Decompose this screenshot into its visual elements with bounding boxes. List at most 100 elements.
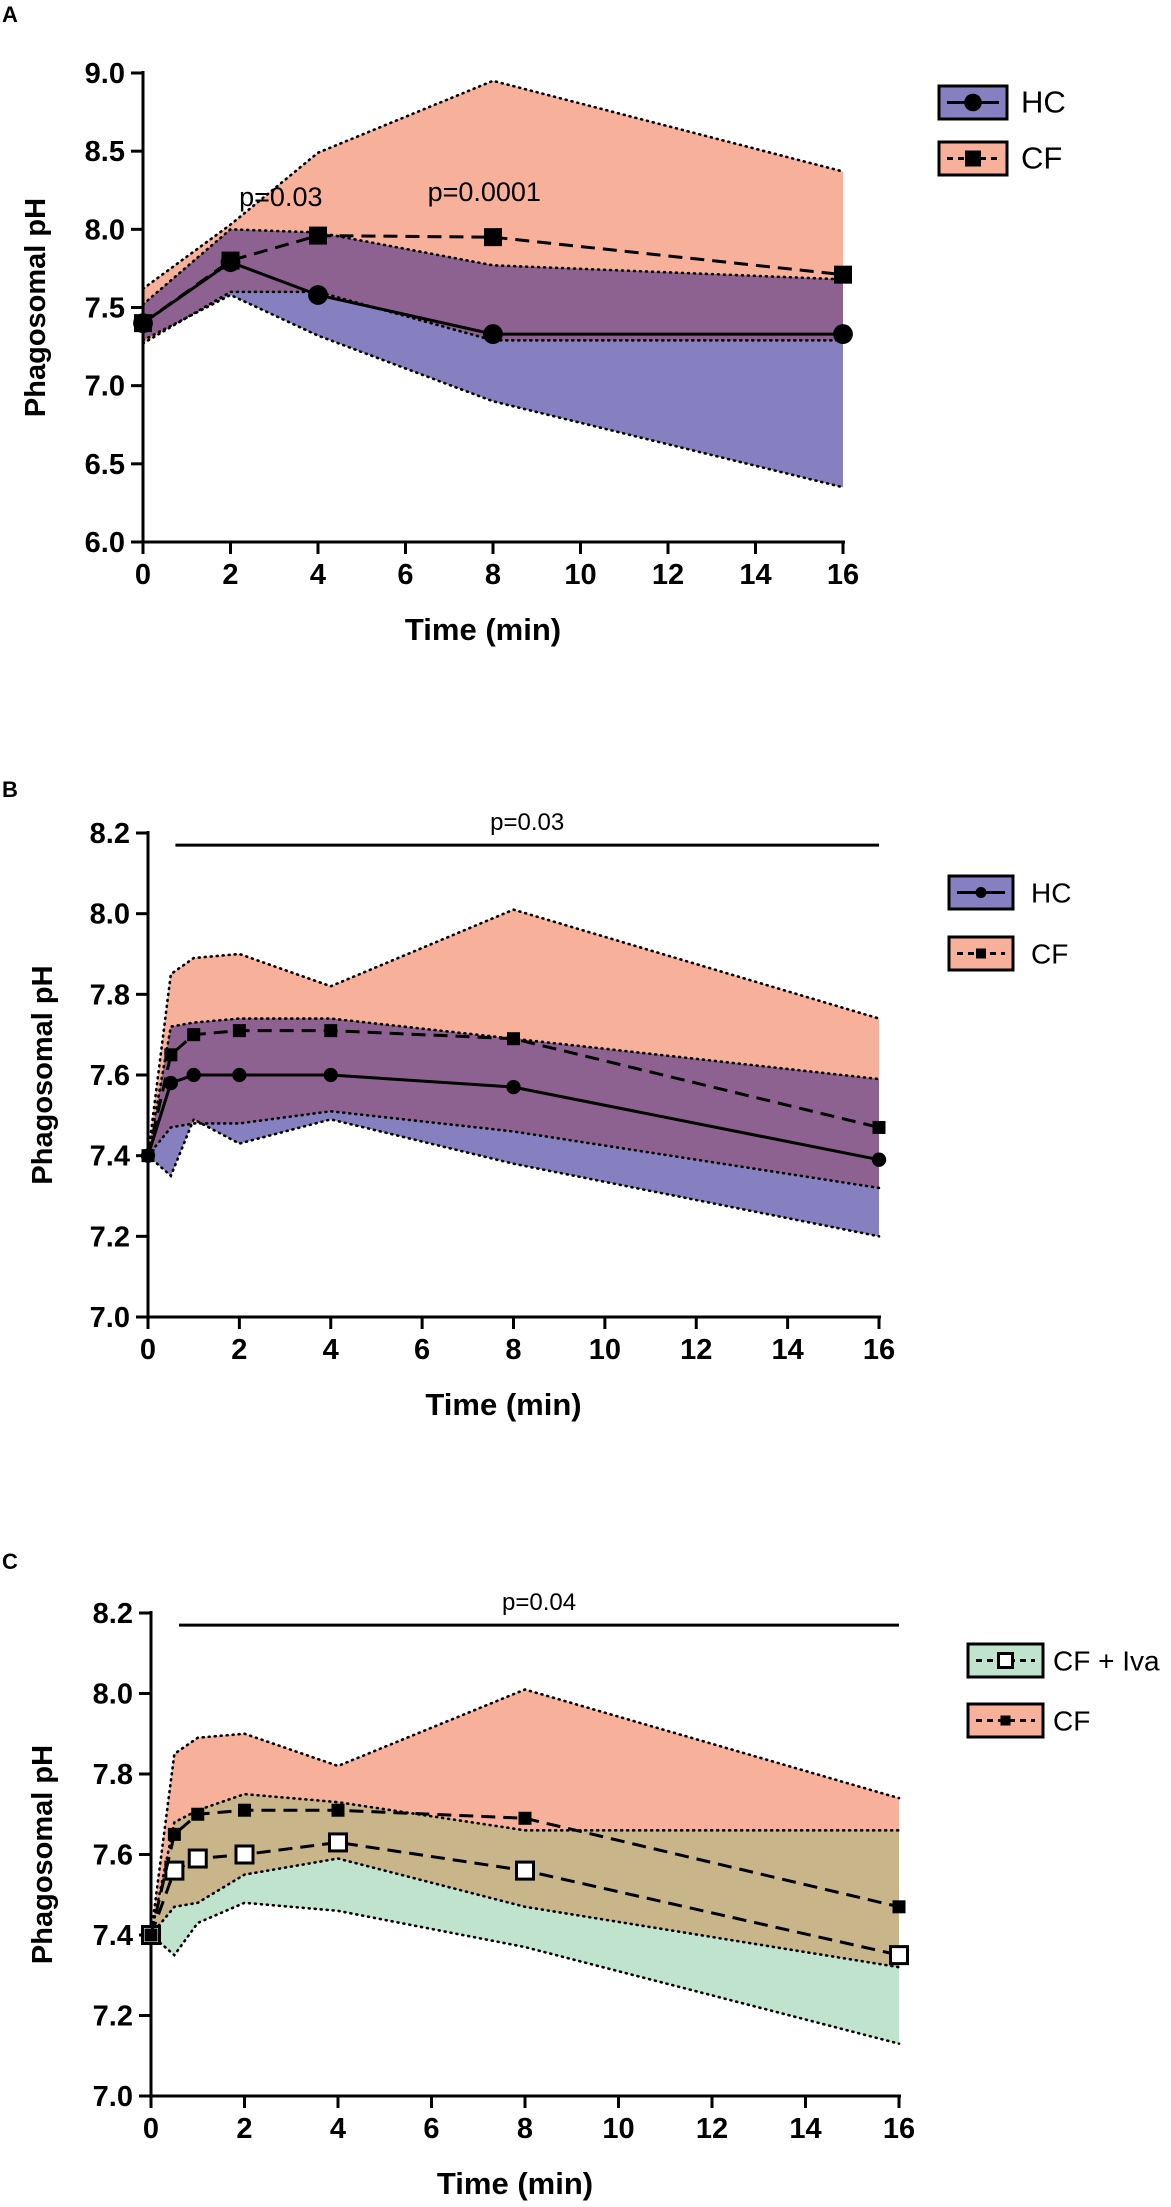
band-lower-border [149,1857,901,1969]
data-point [232,1067,247,1083]
band-upper-border [149,1688,901,1937]
significance-label: p=0.04 [502,1589,576,1616]
legend-marker [964,93,982,112]
x-tick-label: 0 [140,1334,156,1366]
x-axis-title: Time (min) [425,1387,581,1422]
x-tick-label: 8 [517,2113,533,2145]
data-point [892,1900,906,1914]
legend-marker [997,1652,1014,1669]
data-point [889,1945,909,1966]
x-axis-title: Time (min) [437,2166,593,2201]
x-tick-label: 10 [602,2113,634,2145]
x-tick-label: 12 [652,559,684,591]
data-point [323,1067,338,1083]
data-point [221,251,240,270]
y-tick-label: 8.2 [90,818,130,850]
y-tick-label: 7.2 [93,2001,133,2033]
y-tick-label: 7.6 [90,1060,130,1092]
legend-label: CF [1031,939,1068,970]
significance-label: p=0.03 [490,809,564,836]
x-tick-label: 12 [680,1334,712,1366]
confidence-bands [149,1688,901,2045]
y-tick-label: 6.0 [85,527,125,559]
y-tick-label: 8.0 [93,1679,133,1711]
legend-label: CF [1021,141,1062,176]
x-tick-label: 8 [505,1334,521,1366]
legend-item: CF + Iva [966,1642,1160,1679]
y-tick-label: 7.8 [90,979,130,1011]
y-tick-label: 6.5 [85,449,125,481]
confidence-bands [141,79,845,489]
band-lower-border [141,290,845,345]
legend-marker [965,150,981,167]
y-axis-title: Phagosomal pH [20,198,52,417]
data-point [872,1120,886,1134]
data-point [834,265,852,284]
y-tick-label: 7.0 [85,371,125,403]
p-value-annotation: p=0.0001 [428,177,541,207]
data-point [187,1028,201,1042]
data-point [186,1067,201,1083]
y-tick-label: 8.5 [85,136,125,168]
x-tick-label: 2 [231,1334,247,1366]
x-tick-label: 16 [863,1334,895,1366]
panel-label: C [2,1549,18,1574]
panel-label: B [2,777,18,802]
x-tick-label: 10 [589,1334,621,1366]
data-point [141,1149,155,1163]
band-upper-border [141,79,845,291]
x-tick-label: 6 [414,1334,430,1366]
y-tick-label: 9.0 [85,58,125,90]
legend-label: CF [1053,1706,1090,1737]
data-point [833,324,853,344]
y-tick-label: 8.2 [93,1598,133,1630]
legend: HC CF [937,84,1066,177]
legend-marker [1000,1715,1011,1726]
legend-marker [976,948,986,959]
y-axis-title: Phagosomal pH [27,965,59,1184]
data-point [163,1075,178,1091]
x-tick-label: 0 [143,2113,159,2145]
x-tick-label: 10 [564,559,596,591]
y-tick-label: 7.0 [90,1302,130,1334]
data-point [309,226,327,245]
legend-label: HC [1031,878,1071,909]
panel-label: A [2,2,18,27]
y-tick-label: 7.4 [93,1920,133,1952]
p-value-annotation: p=0.03 [239,182,322,212]
y-axis-title: Phagosomal pH [27,1745,59,1964]
data-point [234,1844,255,1865]
band-upper-border [149,1792,901,1937]
y-tick-label: 7.8 [93,1759,133,1791]
data-point [187,1848,208,1869]
data-point [328,1832,348,1853]
axes: 6.0 6.5 7.0 7.5 8.0 8.5 9.0 0 2 4 6 8 10 12 14 16 Time (… [20,58,859,647]
legend: CF + Iva CF [966,1642,1160,1739]
legend-item: HC [937,84,1066,121]
x-tick-label: 16 [883,2113,915,2145]
data-point [331,1803,345,1817]
data-point [308,285,328,305]
x-tick-label: 2 [222,559,238,591]
x-tick-label: 6 [397,559,413,591]
y-tick-label: 8.0 [85,214,125,246]
y-tick-label: 7.5 [85,293,125,325]
y-tick-label: 8.0 [90,899,130,931]
data-point [324,1024,338,1038]
data-point [483,324,503,344]
x-tick-label: 0 [135,559,151,591]
x-tick-label: 14 [771,1334,803,1366]
data-point [238,1803,251,1817]
legend-item: CF [937,140,1062,177]
legend-marker [975,887,987,898]
band-lower-border [149,1901,901,2045]
series-cf [141,1024,886,1163]
y-tick-label: 7.4 [90,1141,130,1173]
x-tick-label: 6 [423,2113,439,2145]
legend-item: HC [947,874,1071,911]
x-tick-label: 14 [739,559,771,591]
data-point [507,1032,520,1046]
data-point [232,1024,246,1038]
y-tick-label: 7.0 [93,2081,133,2113]
